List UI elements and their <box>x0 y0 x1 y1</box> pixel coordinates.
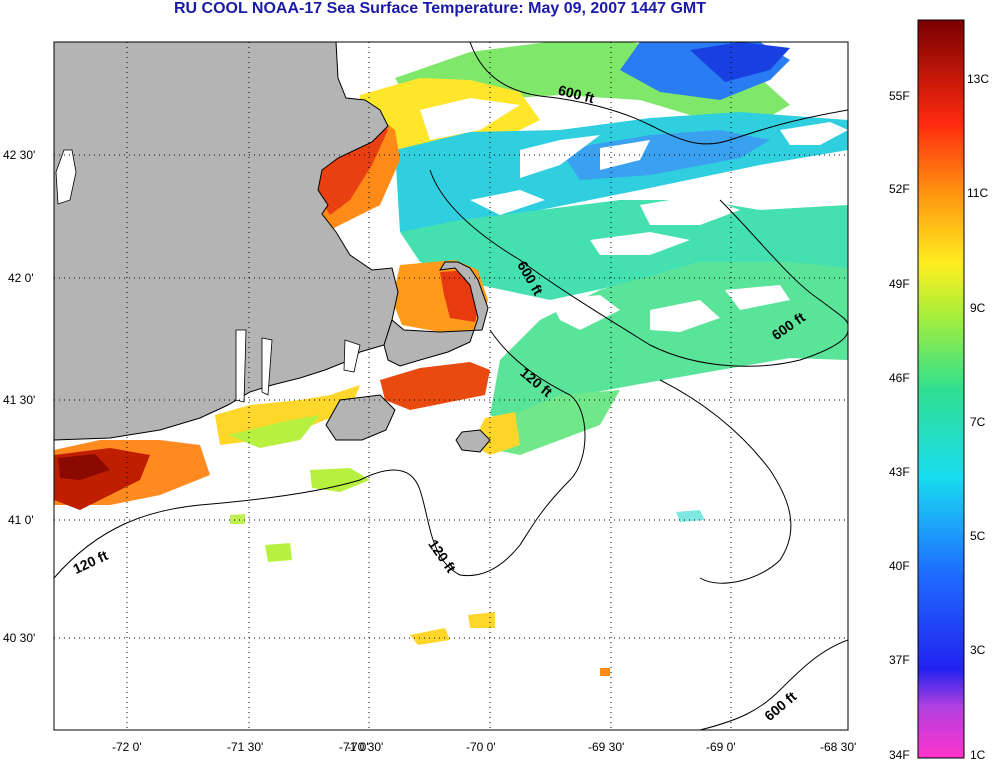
contour-120-cape <box>54 329 586 579</box>
lon-tick-label: -71 0' <box>339 740 369 754</box>
land <box>54 42 491 453</box>
lon-tick-label: -68 30' <box>820 740 857 754</box>
lat-tick-label: 41 0' <box>8 513 34 527</box>
colorbar-label-f: 34F <box>889 748 910 762</box>
colorbar-gradient <box>917 19 965 759</box>
colorbar-label-c: 5C <box>970 529 986 543</box>
patch-south-yellow-1 <box>410 628 450 645</box>
lon-tick-label: -70 30' <box>347 740 384 754</box>
lat-tick-label: 42 0' <box>8 271 34 285</box>
colorbar-label-c: 3C <box>970 643 986 657</box>
lon-tick-label: -69 30' <box>588 740 625 754</box>
lat-tick-label: 40 30' <box>3 631 36 645</box>
swath-sound-west-darkred <box>58 454 110 480</box>
lon-tick-label: -71 30' <box>227 740 264 754</box>
cloud-gaps <box>420 98 848 332</box>
colorbar-label-f: 46F <box>889 371 910 385</box>
lon-tick-label: -70 0' <box>466 740 496 754</box>
patch-south-orange <box>600 668 610 676</box>
plot-frame <box>53 41 849 731</box>
colorbar-label-f: 37F <box>889 653 910 667</box>
colorbar-label-c: 9C <box>970 301 986 315</box>
map-title: RU COOL NOAA-17 Sea Surface Temperature:… <box>173 0 707 17</box>
colorbar-label-f: 40F <box>889 559 910 573</box>
colorbar-label-f: 49F <box>889 277 910 291</box>
colorbar-label-f: 43F <box>889 465 910 479</box>
colorbar-label-c: 11C <box>967 186 989 200</box>
patch-west-green <box>230 514 245 524</box>
swath-deep-blue <box>690 42 790 82</box>
lat-tick-label: 42 30' <box>3 148 36 162</box>
lon-tick-label: -69 0' <box>706 740 736 754</box>
lat-tick-label: 41 30' <box>3 393 36 407</box>
coastal-water <box>55 149 361 403</box>
lon-tick-label: -72 0' <box>112 740 142 754</box>
colorbar-label-f: 52F <box>889 182 910 196</box>
swath-nantucket-sound <box>380 362 490 410</box>
colorbar-label-f: 55F <box>889 89 910 103</box>
patch-east-cyan <box>676 510 705 522</box>
swath-buzzards-green <box>228 415 320 448</box>
contour-bank <box>659 379 792 584</box>
patch-south-yellow-2 <box>468 612 495 628</box>
contour-gulf-east <box>719 199 848 326</box>
contour-600-south <box>699 639 848 730</box>
colorbar-label-c: 7C <box>970 415 986 429</box>
patch-south-green <box>265 543 292 562</box>
colorbar-label-c: 1C <box>970 748 986 762</box>
bathymetry-contours <box>54 42 848 730</box>
swath-band-blue <box>560 130 770 180</box>
swath-shoals-green <box>310 468 370 492</box>
contour-600-north <box>469 42 848 145</box>
swath-south-green <box>495 390 620 455</box>
colorbar-label-c: 13C <box>967 72 990 86</box>
contour-600-offshore <box>429 169 848 367</box>
